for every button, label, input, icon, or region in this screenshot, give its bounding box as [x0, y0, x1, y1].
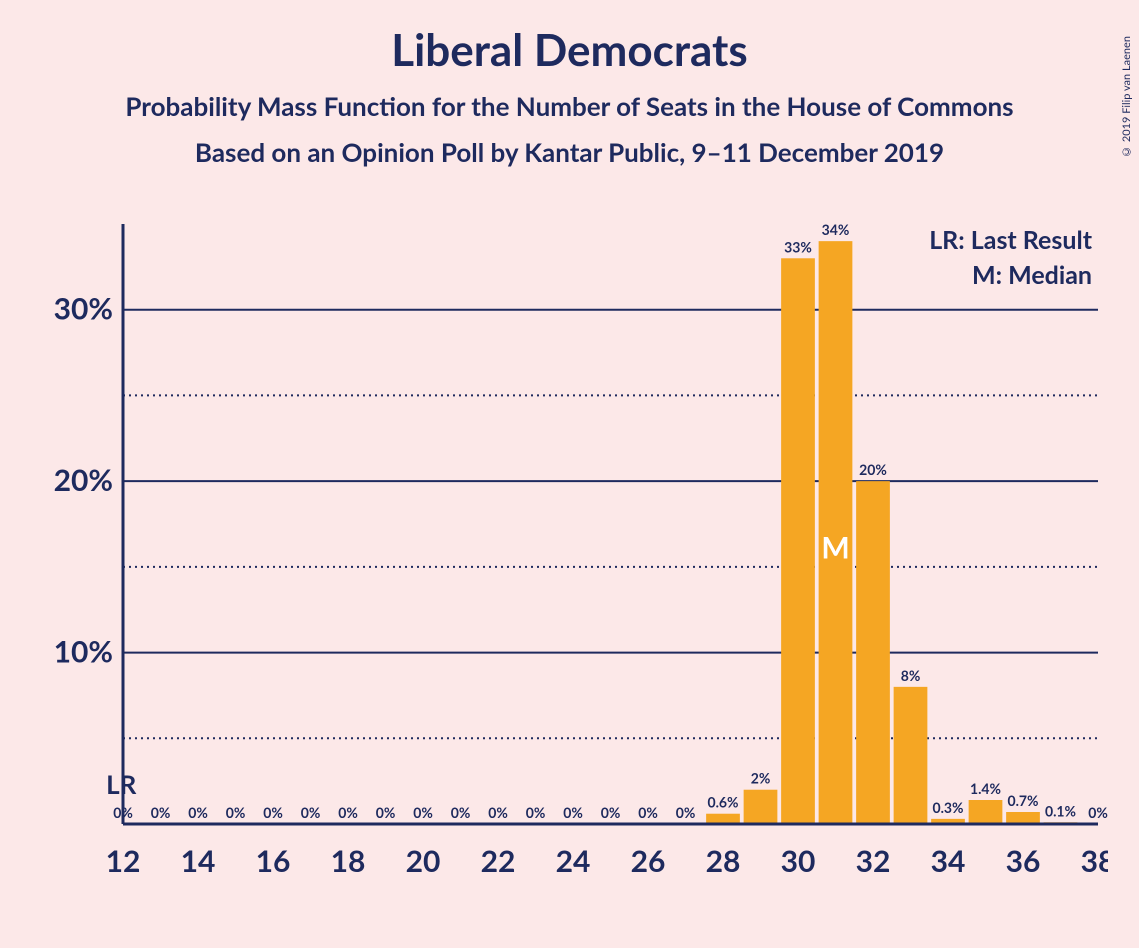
x-tick-label: 18 [331, 843, 366, 879]
bar-value-label: 0% [226, 804, 246, 821]
y-axis-labels: 10% 20% 30% [54, 291, 113, 670]
bar-value-label: 0.1% [1045, 802, 1076, 819]
bar-value-label: 0% [338, 804, 358, 821]
bar-value-label: 0.7% [1007, 792, 1038, 809]
bar-value-label: 0% [263, 804, 283, 821]
copyright-text: © 2019 Filip van Laenen [1120, 36, 1133, 158]
bar-value-label: 0% [563, 804, 583, 821]
bar [744, 790, 778, 824]
bar-value-label: 0% [376, 804, 396, 821]
y-tick-label: 10% [54, 634, 113, 670]
bar-value-label: 0.3% [932, 799, 963, 816]
bar-value-label: 0% [413, 804, 433, 821]
bar [856, 481, 890, 824]
x-tick-label: 16 [256, 843, 291, 879]
chart-subtitle-1: Probability Mass Function for the Number… [0, 90, 1139, 122]
bar-value-label: 0% [1088, 804, 1108, 821]
x-tick-label: 38 [1081, 843, 1108, 879]
x-tick-label: 28 [706, 843, 741, 879]
grid-lines [123, 310, 1098, 739]
bar-value-label: 0% [188, 804, 208, 821]
bar-value-label: 8% [901, 667, 921, 684]
legend-lr: LR: Last Result [929, 225, 1093, 255]
bars [706, 241, 1077, 824]
chart-area: 0% 0% 0% 0% 0% 0% 0% 0% 0% 0% 0% 0% 0% 0% 0% 0% 0.6% 2% 33… [48, 224, 1108, 904]
x-tick-label: 14 [181, 843, 216, 879]
bar-value-label: 2% [751, 770, 771, 787]
x-tick-label: 24 [556, 843, 591, 879]
bar-value-label: 0% [526, 804, 546, 821]
x-tick-label: 36 [1006, 843, 1041, 879]
bar-value-label: 1.4% [970, 780, 1001, 797]
bar-labels: 0% 0% 0% 0% 0% 0% 0% 0% 0% 0% 0% 0% 0% 0% 0% 0% 0.6% 2% 33… [113, 224, 1108, 821]
x-tick-label: 34 [931, 843, 966, 879]
x-tick-label: 32 [856, 843, 891, 879]
x-tick-label: 30 [781, 843, 816, 879]
legend-m: M: Median [972, 260, 1092, 290]
bar-value-label: 33% [784, 238, 812, 255]
chart-svg: 0% 0% 0% 0% 0% 0% 0% 0% 0% 0% 0% 0% 0% 0% 0% 0% 0.6% 2% 33… [48, 224, 1108, 904]
bar [969, 800, 1003, 824]
lr-marker: LR [106, 768, 137, 800]
bar-value-label: 20% [859, 461, 887, 478]
x-tick-label: 22 [481, 843, 516, 879]
bar [706, 814, 740, 824]
median-marker: M [821, 529, 849, 565]
bar-value-label: 0.6% [707, 794, 738, 811]
bar-value-label: 0% [301, 804, 321, 821]
x-tick-label: 12 [106, 843, 141, 879]
bar-value-label: 0% [638, 804, 658, 821]
bar-value-label: 0% [151, 804, 171, 821]
chart-subtitle-2: Based on an Opinion Poll by Kantar Publi… [0, 136, 1139, 168]
x-axis-labels: 12 14 16 18 20 22 24 26 28 30 32 34 36 38 [106, 843, 1108, 879]
bar-value-label: 0% [676, 804, 696, 821]
bar [781, 258, 815, 824]
bar-value-label: 0% [601, 804, 621, 821]
bar [1006, 812, 1040, 824]
x-tick-label: 20 [406, 843, 441, 879]
bar-value-label: 0% [451, 804, 471, 821]
y-tick-label: 30% [54, 291, 113, 327]
x-tick-label: 26 [631, 843, 666, 879]
bar [894, 687, 928, 824]
bar-value-label: 34% [822, 224, 850, 238]
bar-value-label: 0% [488, 804, 508, 821]
y-tick-label: 20% [54, 462, 113, 498]
chart-title: Liberal Democrats [0, 24, 1139, 76]
